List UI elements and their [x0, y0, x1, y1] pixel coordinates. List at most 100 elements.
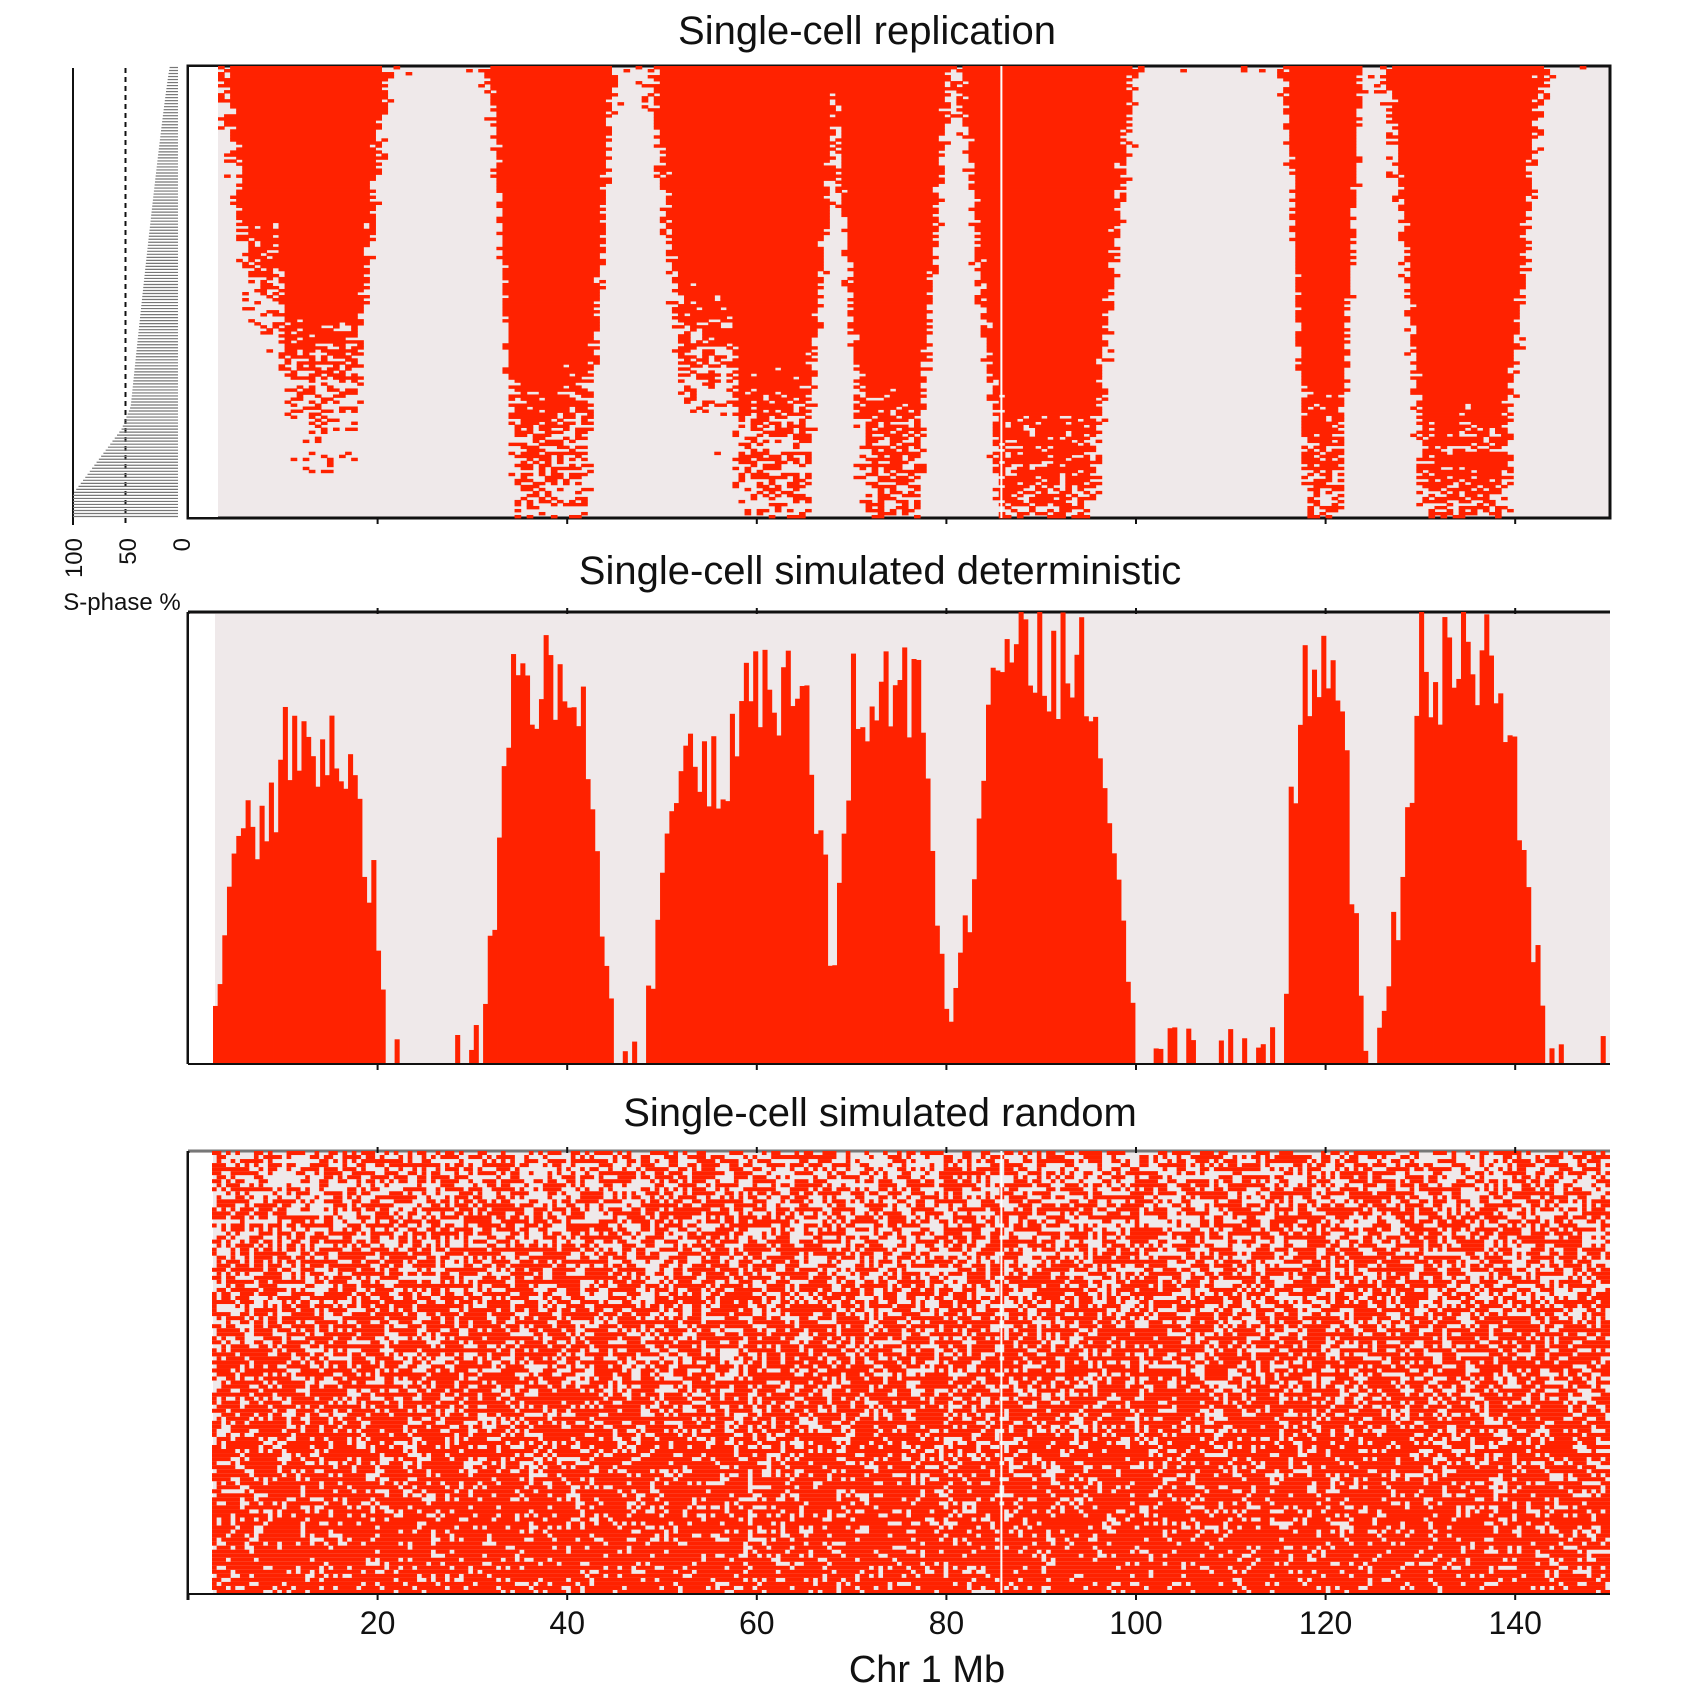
observed-cell: [665, 210, 830, 215]
deterministic-bar: [1409, 802, 1415, 1064]
random-cell: [855, 1247, 860, 1252]
observed-cell: [1065, 436, 1091, 441]
random-cell: [566, 1239, 571, 1244]
random-cell: [286, 1259, 296, 1264]
observed-cell: [1446, 487, 1472, 492]
observed-cell: [914, 514, 921, 519]
observed-cell: [901, 511, 909, 516]
random-cell: [757, 1271, 762, 1276]
random-cell: [542, 1251, 571, 1256]
random-cell: [258, 1291, 278, 1296]
random-cell: [244, 1191, 250, 1196]
observed-cell: [962, 72, 1139, 76]
random-cell: [1022, 1300, 1033, 1305]
random-cell: [403, 1187, 427, 1192]
random-cell: [417, 1179, 427, 1184]
observed-cell: [659, 183, 824, 187]
observed-cell: [1301, 328, 1351, 332]
observed-cell: [308, 421, 316, 425]
random-cell: [664, 1283, 669, 1288]
observed-cell: [520, 484, 540, 489]
random-cell: [1381, 1239, 1391, 1244]
random-cell: [855, 1227, 870, 1232]
random-cell: [1568, 1171, 1587, 1176]
observed-cell: [805, 499, 812, 504]
observed-cell: [544, 478, 558, 483]
random-cell: [267, 1151, 273, 1156]
observed-cell: [774, 493, 782, 498]
random-cell: [561, 1199, 571, 1204]
deterministic-bar: [534, 728, 540, 1064]
random-cell: [869, 1263, 874, 1268]
random-cell: [225, 1279, 254, 1284]
observed-cell: [242, 186, 370, 190]
random-cell: [496, 1267, 501, 1272]
random-cell: [314, 1171, 320, 1176]
random-cell: [1307, 1163, 1312, 1168]
deterministic-bar: [1400, 876, 1406, 1064]
observed-cell: [502, 192, 606, 196]
random-cell: [1353, 1163, 1368, 1168]
random-cell: [617, 1175, 637, 1180]
random-cell: [915, 1199, 925, 1204]
random-cell: [1307, 1175, 1317, 1180]
random-cell: [766, 1195, 772, 1200]
random-cell: [1106, 1199, 1112, 1204]
random-cell: [943, 1275, 949, 1280]
observed-cell: [1004, 475, 1036, 480]
observed-cell: [1495, 430, 1508, 435]
observed-cell: [1295, 285, 1351, 290]
random-cell: [664, 1155, 678, 1160]
random-cell: [1540, 1227, 1545, 1232]
random-cell: [1241, 1179, 1252, 1184]
observed-cell: [284, 319, 298, 323]
random-cell: [659, 1215, 669, 1220]
random-cell: [636, 1255, 660, 1260]
random-cell: [1502, 1295, 1517, 1301]
random-cell: [1274, 1287, 1294, 1292]
random-cell: [556, 1263, 567, 1268]
random-cell: [1460, 1259, 1466, 1264]
observed-cell: [490, 84, 619, 88]
observed-cell: [302, 457, 310, 462]
random-cell: [1479, 1151, 1489, 1156]
random-cell: [309, 1155, 320, 1160]
random-cell: [994, 1195, 1005, 1200]
observed-cell: [538, 442, 564, 447]
observed-cell: [799, 376, 812, 380]
random-cell: [1488, 1163, 1494, 1168]
random-cell: [1218, 1175, 1233, 1180]
observed-cell: [254, 288, 268, 293]
observed-cell: [768, 421, 782, 425]
observed-cell: [242, 264, 255, 269]
random-cell: [622, 1183, 627, 1188]
random-cell: [1293, 1187, 1312, 1192]
random-cell: [729, 1255, 734, 1260]
random-cell: [1600, 1175, 1606, 1180]
deterministic-bar: [972, 879, 978, 1064]
observed-cell: [738, 418, 746, 422]
random-cell: [286, 1247, 296, 1252]
random-cell: [878, 1215, 884, 1220]
random-cell: [729, 1151, 744, 1156]
random-cell: [1386, 1199, 1391, 1204]
observed-cell: [986, 346, 1103, 350]
random-cell: [1572, 1187, 1583, 1192]
random-cell: [1372, 1203, 1387, 1208]
random-cell: [841, 1283, 856, 1288]
observed-cell: [1295, 210, 1351, 215]
observed-cell: [332, 355, 352, 359]
random-cell: [463, 1259, 469, 1264]
random-cell: [775, 1211, 786, 1216]
observed-cell: [883, 424, 909, 428]
random-cell: [351, 1295, 357, 1301]
random-cell: [491, 1259, 511, 1264]
random-cell: [705, 1271, 725, 1276]
observed-cell: [502, 270, 600, 275]
random-cell: [1027, 1223, 1042, 1228]
random-cell: [831, 1291, 860, 1296]
observed-cell: [351, 373, 358, 377]
random-cell: [1544, 1219, 1550, 1224]
random-cell: [1367, 1267, 1415, 1272]
observed-cell: [1301, 388, 1351, 392]
